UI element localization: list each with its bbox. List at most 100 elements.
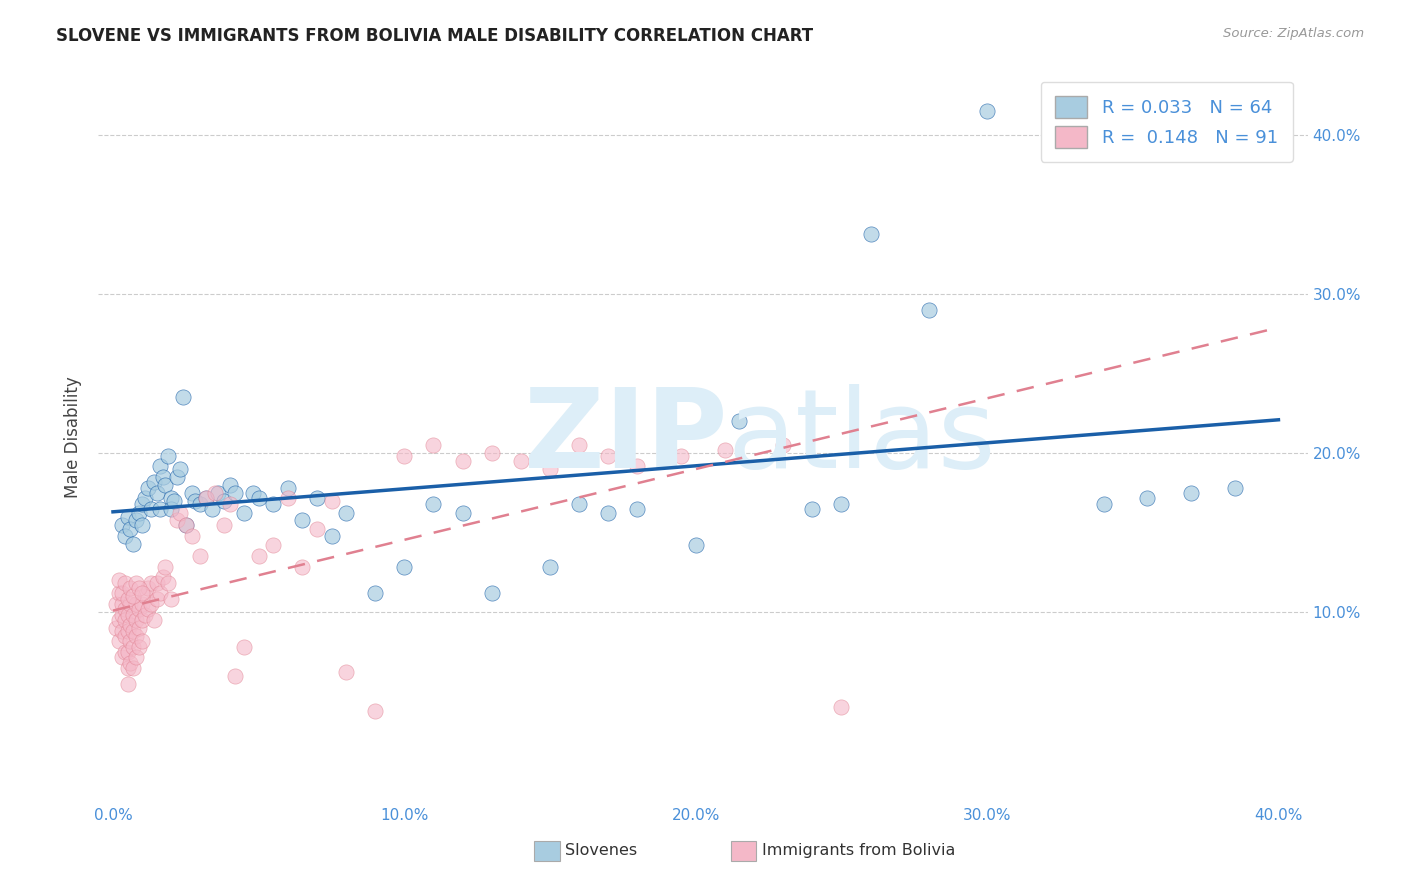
Point bbox=[122, 608, 145, 623]
Point bbox=[125, 513, 148, 527]
Text: atlas: atlas bbox=[727, 384, 995, 491]
Point bbox=[195, 491, 218, 505]
Point bbox=[714, 442, 737, 457]
Point bbox=[125, 613, 148, 627]
Point bbox=[149, 458, 172, 473]
Point bbox=[128, 621, 150, 635]
Point bbox=[481, 446, 503, 460]
Point bbox=[626, 501, 648, 516]
Point bbox=[142, 475, 165, 489]
Point bbox=[538, 560, 561, 574]
Point bbox=[163, 493, 186, 508]
Point bbox=[277, 491, 299, 505]
Point bbox=[111, 517, 134, 532]
Point bbox=[233, 640, 256, 654]
Point bbox=[422, 497, 444, 511]
Point bbox=[104, 621, 127, 635]
Point bbox=[111, 649, 134, 664]
Point bbox=[117, 592, 139, 607]
Point bbox=[976, 104, 998, 119]
Point bbox=[139, 501, 162, 516]
Point bbox=[669, 449, 692, 463]
Point bbox=[247, 491, 270, 505]
Text: ZIP: ZIP bbox=[524, 384, 727, 491]
Point bbox=[538, 462, 561, 476]
Point bbox=[120, 522, 142, 536]
Point bbox=[117, 608, 139, 623]
Point bbox=[111, 624, 134, 638]
Point bbox=[114, 576, 136, 591]
Point bbox=[598, 449, 620, 463]
Point bbox=[212, 493, 235, 508]
Point bbox=[131, 497, 153, 511]
Point bbox=[626, 458, 648, 473]
Point bbox=[149, 501, 172, 516]
Point bbox=[149, 586, 172, 600]
Point bbox=[174, 517, 197, 532]
Point bbox=[174, 517, 197, 532]
Text: Source: ZipAtlas.com: Source: ZipAtlas.com bbox=[1223, 27, 1364, 40]
Point bbox=[918, 302, 941, 317]
Point bbox=[190, 497, 212, 511]
Point bbox=[120, 656, 142, 670]
Point bbox=[291, 513, 314, 527]
Point bbox=[166, 470, 188, 484]
Point bbox=[233, 507, 256, 521]
Point bbox=[195, 491, 218, 505]
Point bbox=[128, 581, 150, 595]
Point bbox=[131, 586, 153, 600]
Text: SLOVENE VS IMMIGRANTS FROM BOLIVIA MALE DISABILITY CORRELATION CHART: SLOVENE VS IMMIGRANTS FROM BOLIVIA MALE … bbox=[56, 27, 813, 45]
Point bbox=[125, 649, 148, 664]
Point bbox=[291, 560, 314, 574]
Point bbox=[155, 560, 177, 574]
Point bbox=[364, 586, 387, 600]
Point bbox=[830, 497, 852, 511]
Point bbox=[120, 617, 142, 632]
Point bbox=[204, 485, 226, 500]
Point bbox=[128, 507, 150, 521]
Point bbox=[145, 592, 167, 607]
Point bbox=[122, 660, 145, 674]
Point bbox=[509, 454, 531, 468]
Point bbox=[321, 529, 343, 543]
Point bbox=[801, 501, 824, 516]
Point bbox=[114, 613, 136, 627]
Point bbox=[1092, 497, 1115, 511]
Point bbox=[166, 513, 188, 527]
Point bbox=[568, 497, 591, 511]
Point bbox=[117, 660, 139, 674]
Point bbox=[125, 629, 148, 643]
Point bbox=[117, 645, 139, 659]
Point bbox=[134, 589, 156, 603]
Point bbox=[122, 536, 145, 550]
Point bbox=[108, 613, 131, 627]
Point bbox=[201, 501, 224, 516]
Point bbox=[242, 485, 264, 500]
Point bbox=[120, 597, 142, 611]
Point bbox=[125, 597, 148, 611]
Point bbox=[117, 676, 139, 690]
Point bbox=[321, 493, 343, 508]
Point bbox=[451, 507, 474, 521]
Point bbox=[305, 522, 328, 536]
Point bbox=[114, 629, 136, 643]
Point bbox=[155, 477, 177, 491]
Point bbox=[122, 589, 145, 603]
Point bbox=[104, 597, 127, 611]
Point bbox=[160, 501, 183, 516]
Point bbox=[120, 633, 142, 648]
Point bbox=[335, 665, 357, 680]
Point bbox=[262, 538, 284, 552]
Point bbox=[160, 491, 183, 505]
Point bbox=[131, 597, 153, 611]
Text: Immigrants from Bolivia: Immigrants from Bolivia bbox=[762, 844, 956, 858]
Point bbox=[114, 529, 136, 543]
Point bbox=[190, 549, 212, 564]
Point bbox=[114, 645, 136, 659]
Point bbox=[772, 438, 794, 452]
Point bbox=[1223, 481, 1246, 495]
Point bbox=[131, 613, 153, 627]
Point bbox=[207, 485, 229, 500]
Point bbox=[136, 602, 159, 616]
Point bbox=[122, 640, 145, 654]
